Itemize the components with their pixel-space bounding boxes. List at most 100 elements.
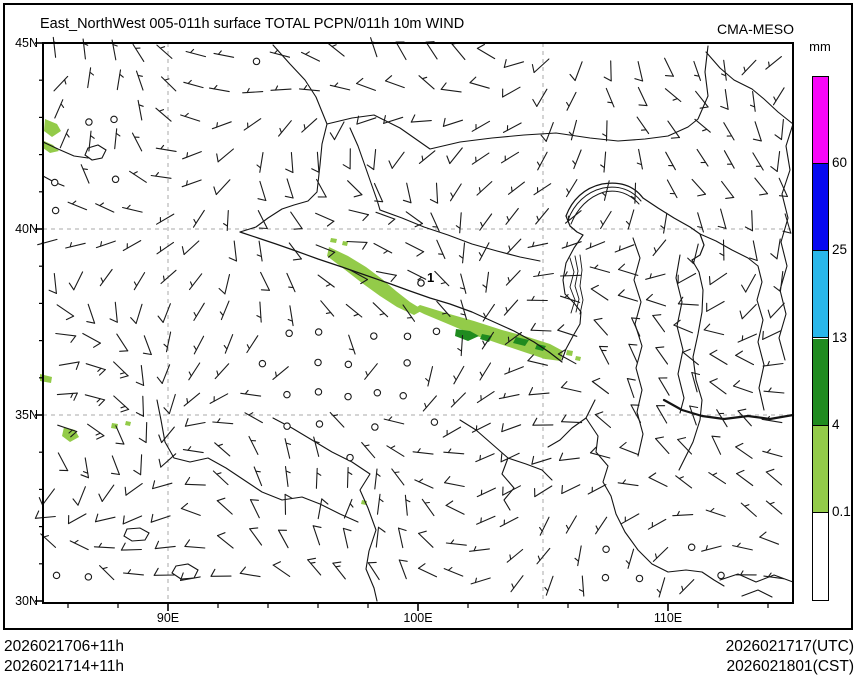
wind-barb-stroke	[531, 295, 535, 301]
wind-barb-stroke	[509, 554, 512, 560]
wind-barb-stroke	[274, 85, 279, 91]
wind-barb-stroke	[84, 457, 90, 479]
wind-barb-stroke	[68, 429, 73, 434]
wind-barb-stroke	[138, 104, 144, 107]
wind-barb-stroke	[154, 540, 160, 550]
wind-barb-stroke	[345, 303, 363, 318]
wind-barb-stroke	[152, 482, 173, 490]
wind-barb-stroke	[60, 103, 65, 108]
wind-barb-stroke	[458, 255, 464, 259]
wind-barb-stroke	[275, 371, 277, 378]
wind-barb-stroke	[478, 187, 481, 193]
wind-barb-stroke	[325, 283, 332, 287]
wind-barb-stroke	[356, 82, 376, 91]
wind-barb-stroke	[677, 272, 697, 284]
wind-barb-stroke	[502, 86, 521, 98]
wind-barb-stroke	[388, 160, 393, 169]
wind-barb-stroke	[455, 225, 461, 229]
wind-barb-stroke	[184, 476, 191, 485]
wind-barb-stroke	[312, 525, 321, 546]
wind-barb-stroke	[179, 572, 184, 581]
wind-barb-stroke	[332, 414, 339, 417]
wind-barb-stroke	[507, 336, 510, 343]
wind-barb-stroke	[346, 466, 349, 489]
wind-barb-stroke	[376, 271, 397, 276]
wind-barb-stroke	[70, 392, 74, 399]
wind-barb-stroke	[421, 76, 428, 80]
wind-barb-stroke	[402, 304, 416, 322]
wind-barb-stroke	[568, 131, 574, 136]
wind-barb-stroke	[449, 183, 462, 202]
wind-barb-stroke	[533, 58, 550, 74]
wind-barb-stroke	[142, 352, 152, 356]
wind-barb-stroke	[589, 266, 611, 273]
wind-barb-stroke	[332, 561, 342, 564]
wind-barb-stroke	[315, 244, 336, 253]
wind-barb-stroke	[601, 192, 607, 197]
wind-barb-stroke	[649, 273, 652, 279]
wind-barb-stroke	[445, 504, 465, 515]
calm-wind-circle	[430, 418, 439, 426]
wind-barb-stroke	[59, 128, 69, 149]
wind-barb-stroke	[331, 44, 337, 48]
wind-barb-stroke	[652, 314, 662, 317]
wind-barb-stroke	[782, 230, 792, 234]
wind-barb-stroke	[38, 497, 44, 506]
map-boundary	[326, 45, 709, 150]
wind-barb-stroke	[678, 476, 684, 480]
wind-barb-stroke	[531, 241, 535, 248]
wind-barb-stroke	[638, 148, 643, 170]
wind-barb-stroke	[719, 252, 725, 257]
wind-barb-stroke	[745, 273, 756, 293]
wind-barb-stroke	[500, 453, 503, 463]
wind-barb-stroke	[567, 215, 570, 221]
wind-barb-stroke	[246, 87, 250, 94]
wind-barb-stroke	[436, 300, 451, 317]
wind-barb-stroke	[557, 353, 577, 365]
wind-barb-stroke	[537, 555, 541, 561]
wind-barb-stroke	[272, 366, 289, 380]
wind-barb-stroke	[98, 493, 103, 502]
wind-barb-stroke	[530, 329, 552, 332]
wind-barb-stroke	[135, 303, 143, 325]
wind-barb-stroke	[184, 545, 206, 549]
precip-area-light	[566, 350, 573, 356]
wind-barb-stroke	[665, 151, 676, 171]
wind-barb-stroke	[214, 442, 231, 457]
wind-barb-stroke	[303, 124, 306, 130]
wind-barb-stroke	[115, 132, 121, 137]
wind-barb-stroke	[113, 395, 130, 410]
wind-barb-stroke	[353, 313, 359, 317]
wind-barb-stroke	[372, 302, 389, 318]
wind-barb-stroke	[505, 207, 519, 225]
wind-barb-stroke	[709, 349, 718, 355]
wind-barb-stroke	[248, 435, 259, 455]
wind-barb-stroke	[155, 107, 172, 122]
wind-barb-stroke	[406, 182, 412, 204]
wind-barb-stroke	[135, 412, 145, 417]
wind-barb-stroke	[506, 238, 522, 255]
wind-barb-stroke	[709, 378, 718, 383]
wind-barb-stroke	[645, 299, 667, 307]
wind-barb-stroke	[130, 317, 137, 325]
wind-barb-stroke	[320, 300, 335, 317]
wind-barb-stroke	[740, 570, 744, 576]
wind-barb-stroke	[479, 362, 492, 381]
wind-barb-stroke	[531, 455, 535, 465]
wind-barb-stroke	[578, 589, 585, 593]
calm-wind-circle	[283, 422, 291, 430]
wind-barb-stroke	[598, 345, 610, 365]
wind-barb-stroke	[561, 484, 581, 495]
wind-barb-stroke	[527, 242, 549, 248]
wind-barb-stroke	[213, 84, 218, 90]
wind-barb-stroke	[681, 585, 684, 592]
wind-barb-stroke	[122, 240, 142, 252]
wind-barb-stroke	[602, 133, 608, 137]
wind-barb-stroke	[216, 500, 233, 515]
wind-barb-stroke	[631, 317, 641, 320]
colorbar-unit-label: mm	[809, 39, 831, 54]
wind-barb-stroke	[82, 332, 101, 344]
wind-barb-stroke	[741, 303, 757, 320]
wind-barb-stroke	[383, 116, 404, 124]
